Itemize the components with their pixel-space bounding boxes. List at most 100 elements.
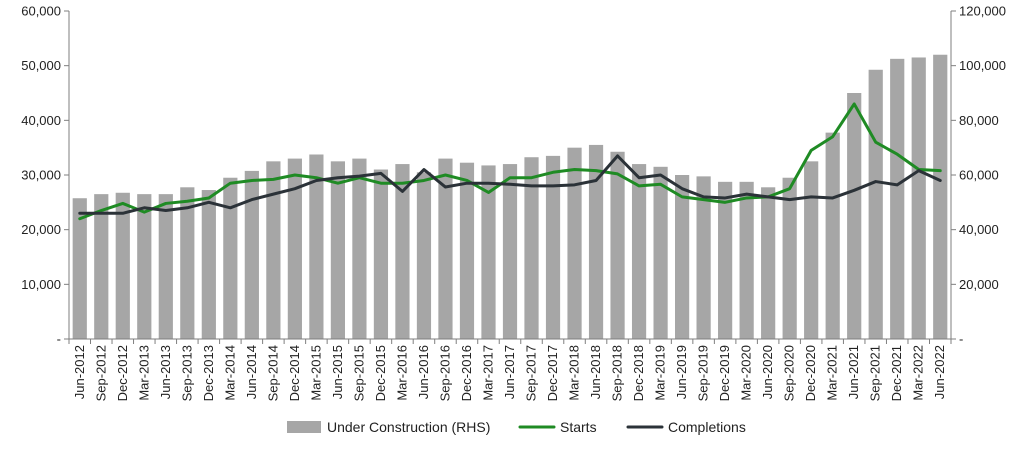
x-tick-label: Jun-2021 (846, 345, 861, 399)
x-tick-label: Jun-2015 (330, 345, 345, 399)
bar-under-construction-Dec-2016 (459, 162, 475, 339)
bar-under-construction-Mar-2022 (911, 57, 926, 339)
right-y-tick-label: 60,000 (959, 168, 999, 183)
bar-under-construction-Dec-2018 (631, 164, 647, 339)
legend-swatch-under-construction-rhs- (287, 421, 321, 433)
bar-under-construction-Sep-2012 (94, 194, 109, 339)
left-y-tick-label: 60,000 (21, 4, 61, 19)
x-tick-label: Mar-2018 (567, 345, 582, 401)
bar-under-construction-Mar-2021 (825, 132, 840, 339)
bar-under-construction-Sep-2018 (610, 151, 625, 339)
bar-under-construction-Dec-2013 (201, 190, 216, 339)
bar-under-construction-Mar-2014 (223, 177, 238, 339)
x-tick-label: Mar-2016 (394, 345, 409, 401)
x-tick-label: Mar-2019 (653, 345, 668, 401)
x-tick-label: Sep-2020 (782, 345, 797, 401)
left-y-tick-label: 20,000 (21, 222, 61, 237)
bar-under-construction-Mar-2017 (481, 165, 496, 339)
x-tick-label: Jun-2013 (158, 345, 173, 399)
lines-layer (78, 102, 942, 221)
x-tick-label: Mar-2022 (911, 345, 926, 401)
x-tick-label: Sep-2014 (265, 345, 280, 401)
bar-under-construction-Sep-2020 (782, 177, 797, 339)
x-tick-label: Mar-2014 (222, 345, 237, 401)
bar-under-construction-Sep-2017 (524, 157, 539, 339)
bar-under-construction-Mar-2020 (739, 181, 754, 339)
bar-under-construction-Jun-2018 (588, 144, 604, 339)
bar-under-construction-Dec-2012 (115, 192, 130, 339)
bar-under-construction-Mar-2015 (309, 154, 324, 339)
bar-under-construction-Jun-2013 (158, 194, 173, 339)
bar-under-construction-Dec-2019 (718, 181, 733, 339)
bar-under-construction-Mar-2018 (567, 147, 582, 339)
right-y-tick-label: 40,000 (959, 222, 999, 237)
right-y-tick-label: 100,000 (959, 58, 1006, 73)
x-tick-label: Dec-2020 (803, 345, 818, 401)
x-tick-label: Jun-2014 (244, 345, 259, 399)
x-tick-label: Jun-2012 (72, 345, 87, 399)
x-tick-label: Jun-2017 (502, 345, 517, 399)
x-tick-label: Dec-2017 (545, 345, 560, 401)
bar-under-construction-Dec-2020 (804, 161, 819, 339)
bar-under-construction-Jun-2021 (847, 93, 862, 339)
x-tick-label: Sep-2019 (696, 345, 711, 401)
bar-under-construction-Mar-2019 (653, 166, 668, 339)
x-tick-label: Sep-2018 (610, 345, 625, 401)
x-tick-label: Sep-2013 (179, 345, 194, 401)
x-tick-label: Sep-2016 (437, 345, 452, 401)
left-y-tick-label: 40,000 (21, 113, 61, 128)
x-tick-label: Dec-2021 (889, 345, 904, 401)
right-y-tick-label: 80,000 (959, 113, 999, 128)
bar-under-construction-Jun-2020 (761, 187, 776, 339)
x-tick-label: Dec-2016 (459, 345, 474, 401)
x-tick-label: Mar-2017 (480, 345, 495, 401)
bar-under-construction-Jun-2016 (416, 172, 432, 339)
x-tick-label: Sep-2015 (351, 345, 366, 401)
legend-label-under-construction-rhs-: Under Construction (RHS) (327, 419, 490, 435)
bar-under-construction-Sep-2021 (868, 69, 883, 340)
x-tick-label: Sep-2017 (524, 345, 539, 401)
bar-under-construction-Sep-2014 (266, 161, 281, 339)
bar-under-construction-Dec-2017 (545, 155, 561, 339)
x-tick-label: Mar-2021 (825, 345, 840, 401)
bar-under-construction-Mar-2016 (395, 164, 410, 339)
x-tick-label: Sep-2021 (868, 345, 883, 401)
right-y-tick-label: - (959, 332, 963, 347)
legend-layer: Under Construction (RHS) Starts Completion… (287, 419, 746, 435)
x-tick-label: Dec-2014 (287, 345, 302, 401)
bar-under-construction-Sep-2019 (696, 176, 711, 339)
right-y-tick-label: 120,000 (959, 4, 1006, 19)
x-tick-label: Mar-2020 (739, 345, 754, 401)
bar-under-construction-Dec-2014 (287, 158, 302, 339)
right-y-tick-label: 20,000 (959, 277, 999, 292)
bar-under-construction-Jun-2017 (502, 164, 518, 339)
left-y-tick-label: 50,000 (21, 58, 61, 73)
bar-under-construction-Sep-2013 (180, 187, 195, 339)
left-y-tick-label: 10,000 (21, 277, 61, 292)
x-tick-label: Dec-2019 (717, 345, 732, 401)
x-tick-label: Mar-2013 (136, 345, 151, 401)
bar-under-construction-Dec-2015 (373, 169, 389, 339)
x-tick-label: Jun-2018 (588, 345, 603, 399)
x-tick-label: Mar-2015 (308, 345, 323, 401)
legend-label-starts: Starts (560, 419, 597, 435)
x-tick-label: Dec-2012 (115, 345, 130, 401)
x-tick-label: Dec-2018 (631, 345, 646, 401)
bar-under-construction-Jun-2014 (244, 170, 259, 339)
x-tick-label: Dec-2015 (373, 345, 388, 401)
bar-under-construction-Jun-2012 (72, 198, 87, 339)
x-tick-label: Jun-2016 (416, 345, 431, 399)
left-y-tick-label: - (57, 332, 61, 347)
x-tick-label: Jun-2019 (674, 345, 689, 399)
bar-under-construction-Jun-2022 (933, 54, 948, 339)
bar-under-construction-Sep-2016 (438, 158, 453, 339)
x-tick-label: Sep-2012 (93, 345, 108, 401)
bar-under-construction-Jun-2019 (675, 175, 690, 339)
bar-under-construction-Sep-2015 (352, 158, 367, 339)
bars-layer (72, 54, 948, 340)
x-tick-label: Jun-2020 (760, 345, 775, 399)
bar-under-construction-Jun-2015 (330, 161, 345, 339)
legend-label-completions: Completions (668, 419, 746, 435)
